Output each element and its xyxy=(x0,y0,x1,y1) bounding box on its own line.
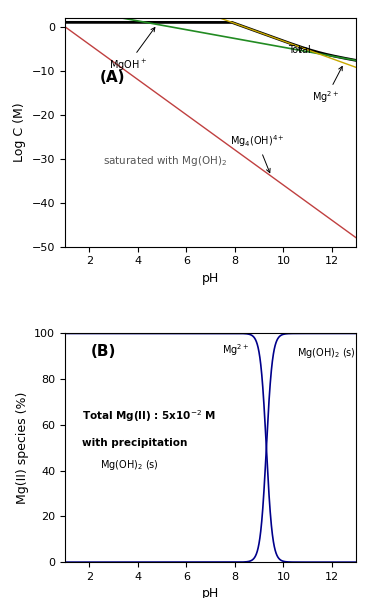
Text: Mg$^{2+}$: Mg$^{2+}$ xyxy=(223,342,250,358)
Text: Mg$_4$(OH)$^{4+}$: Mg$_4$(OH)$^{4+}$ xyxy=(230,134,285,173)
X-axis label: pH: pH xyxy=(202,587,219,598)
Text: Total Mg(II) : 5x10$^{-2}$ M: Total Mg(II) : 5x10$^{-2}$ M xyxy=(82,408,217,425)
Text: Mg(OH)$_2$ (s): Mg(OH)$_2$ (s) xyxy=(100,459,159,472)
Text: (B): (B) xyxy=(91,344,116,359)
X-axis label: pH: pH xyxy=(202,272,219,285)
Y-axis label: Mg(II) species (%): Mg(II) species (%) xyxy=(16,392,29,504)
Text: MgOH$^+$: MgOH$^+$ xyxy=(109,28,155,72)
Text: Total: Total xyxy=(288,45,311,55)
Text: Mg$^{2+}$: Mg$^{2+}$ xyxy=(312,66,342,105)
Y-axis label: Log C (M): Log C (M) xyxy=(13,102,26,162)
Text: with precipitation: with precipitation xyxy=(82,438,188,447)
Text: saturated with Mg(OH)$_2$: saturated with Mg(OH)$_2$ xyxy=(103,154,227,168)
Text: (A): (A) xyxy=(100,70,125,85)
Text: Mg(OH)$_2$ (s): Mg(OH)$_2$ (s) xyxy=(297,346,355,361)
